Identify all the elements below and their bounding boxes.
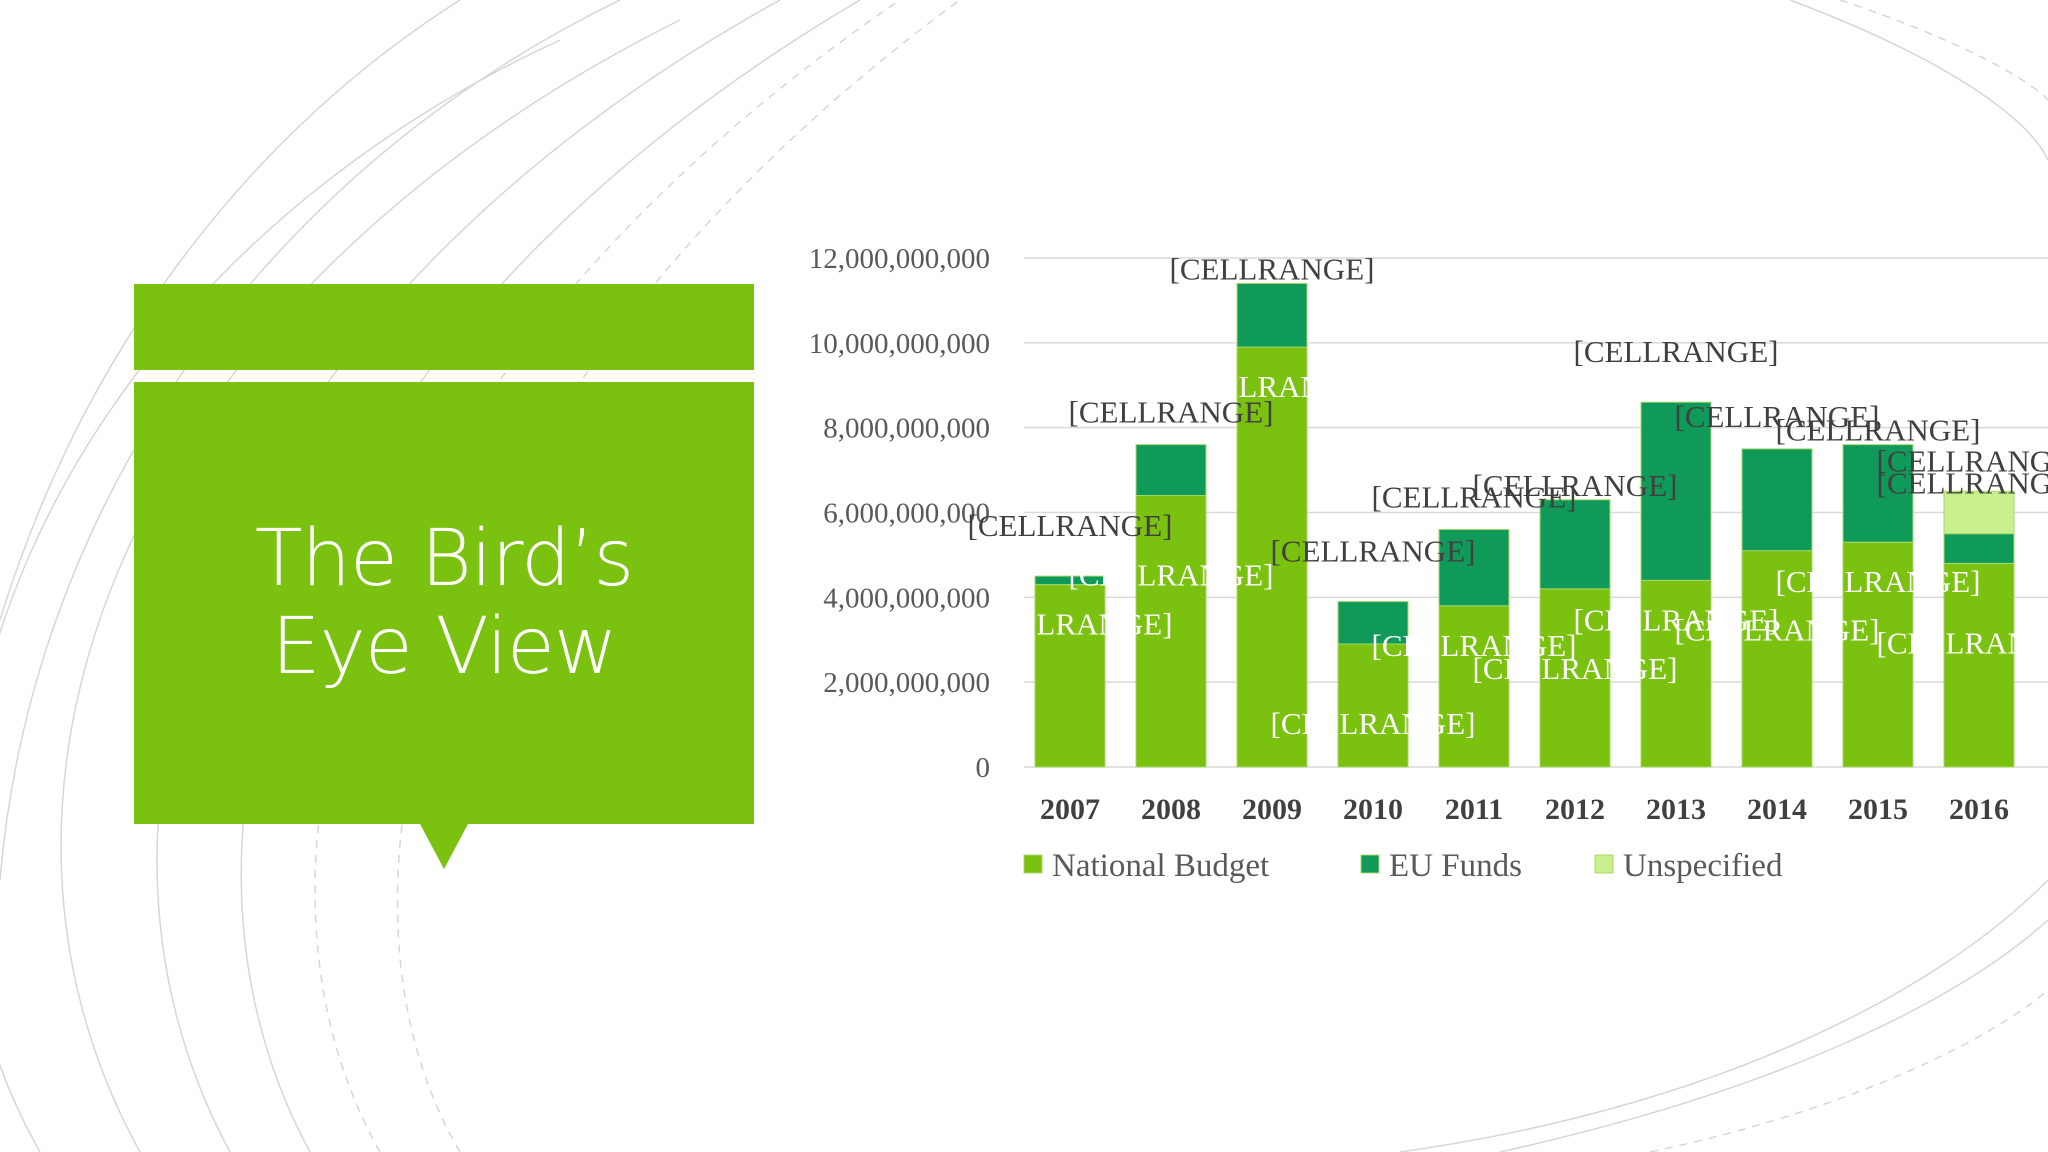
y-axis-tick-labels: 0 2,000,000,000 4,000,000,000 6,000,000,000… xyxy=(809,243,990,784)
y-tick-label: 4,000,000,000 xyxy=(823,582,990,614)
x-tick-label: 2015 xyxy=(1848,793,1908,826)
y-tick-label: 8,000,000,000 xyxy=(823,413,990,445)
x-tick-label: 2008 xyxy=(1141,793,1201,826)
y-tick-label: 6,000,000,000 xyxy=(823,498,990,530)
data-label-national-budget-2012: [CELLRANGE] xyxy=(1473,651,1678,686)
bar-eu-funds-2013 xyxy=(1640,401,1712,581)
data-label-eu-funds-2009: [CELLRANGE] xyxy=(1170,251,1375,286)
bar-eu-funds-2014 xyxy=(1741,448,1813,552)
data-label-eu-funds-2007: [CELLRANGE] xyxy=(968,508,1173,543)
legend-swatch-eu-funds xyxy=(1360,854,1380,874)
legend-label-unspecified: Unspecified xyxy=(1623,848,1783,884)
slide-title: The Bird’s Eye View xyxy=(254,514,634,692)
data-label-national-budget-2010: [CELLRANGE] xyxy=(1271,706,1476,741)
x-tick-label: 2009 xyxy=(1242,793,1302,826)
bars xyxy=(1034,282,2015,768)
data-label-national-budget-2011: [CELLRANGE] xyxy=(1372,628,1577,663)
x-tick-label: 2012 xyxy=(1545,793,1605,826)
legend-label-eu-funds: EU Funds xyxy=(1389,848,1522,884)
title-pointer xyxy=(420,824,468,869)
data-label-national-budget-2016: [CELLRANGE] xyxy=(1877,625,2048,660)
x-tick-label: 2013 xyxy=(1646,793,1706,826)
bar-eu-funds-2016 xyxy=(1943,533,2015,564)
bar-eu-funds-2008 xyxy=(1135,444,1207,497)
data-label-eu-funds-2016: [CELLRANGE] xyxy=(1877,466,2048,501)
data-label-national-budget-2013: [CELLRANGE] xyxy=(1574,602,1779,637)
bar-national-budget-2015 xyxy=(1842,541,1914,768)
x-tick-label: 2011 xyxy=(1445,793,1503,826)
legend-swatch-national-budget xyxy=(1023,854,1043,874)
bar-eu-funds-2009 xyxy=(1236,282,1308,348)
bar-national-budget-2014 xyxy=(1741,550,1813,768)
x-tick-label: 2014 xyxy=(1747,793,1807,826)
data-label-eu-funds-2014: [CELLRANGE] xyxy=(1675,399,1880,434)
data-label-eu-funds-2012: [CELLRANGE] xyxy=(1473,468,1678,503)
legend: National Budget EU Funds Unspecified xyxy=(1023,848,1783,884)
x-tick-label: 2016 xyxy=(1949,793,2009,826)
y-tick-label: 10,000,000,000 xyxy=(809,328,990,360)
legend-label-national-budget: National Budget xyxy=(1052,848,1269,884)
title-box: The Bird’s Eye View xyxy=(134,382,754,824)
bar-eu-funds-2010 xyxy=(1337,601,1409,645)
data-labels: [CELLRANGE][CELLRANGE][CELLRANGE][CELLRA… xyxy=(968,251,2048,741)
data-label-eu-funds-2010: [CELLRANGE] xyxy=(1271,534,1476,569)
bar-national-budget-2010 xyxy=(1337,643,1409,768)
data-label-national-budget-2014: [CELLRANGE] xyxy=(1675,613,1880,648)
data-label-eu-funds-2013: [CELLRANGE] xyxy=(1574,334,1779,369)
data-label-national-budget-2009: [CELLRANGE] xyxy=(1170,369,1375,404)
title-accent-bar xyxy=(134,284,754,370)
bar-unspecified-2016 xyxy=(1943,490,2015,535)
bar-eu-funds-2011 xyxy=(1438,528,1510,607)
y-tick-label: 0 xyxy=(976,752,991,784)
bar-national-budget-2012 xyxy=(1539,588,1611,768)
y-tick-label: 2,000,000,000 xyxy=(823,667,990,699)
bar-eu-funds-2012 xyxy=(1539,499,1611,590)
bar-eu-funds-2007 xyxy=(1034,575,1106,586)
data-label-national-budget-2007: [CELLRANGE] xyxy=(968,607,1173,642)
legend-swatch-unspecified xyxy=(1594,854,1614,874)
bar-eu-funds-2015 xyxy=(1842,444,1914,543)
bar-national-budget-2007 xyxy=(1034,584,1106,768)
data-label-eu-funds-2015: [CELLRANGE] xyxy=(1776,413,1981,448)
y-tick-label: 12,000,000,000 xyxy=(809,243,990,275)
data-label-eu-funds-2011: [CELLRANGE] xyxy=(1372,479,1577,514)
data-label-unspecified-2016: [CELLRANGE] xyxy=(1877,443,2048,478)
bar-national-budget-2008 xyxy=(1135,495,1207,768)
bar-national-budget-2016 xyxy=(1943,562,2015,768)
x-axis-category-labels: 2007 2008 2009 2010 2011 2012 2013 2014 2015 2016 xyxy=(1040,793,2009,826)
data-label-eu-funds-2008: [CELLRANGE] xyxy=(1069,395,1274,430)
bar-national-budget-2013 xyxy=(1640,579,1712,768)
bar-national-budget-2009 xyxy=(1236,346,1308,768)
x-tick-label: 2007 xyxy=(1040,793,1100,826)
x-tick-label: 2010 xyxy=(1343,793,1403,826)
data-label-national-budget-2008: [CELLRANGE] xyxy=(1069,558,1274,593)
data-label-national-budget-2015: [CELLRANGE] xyxy=(1776,564,1981,599)
